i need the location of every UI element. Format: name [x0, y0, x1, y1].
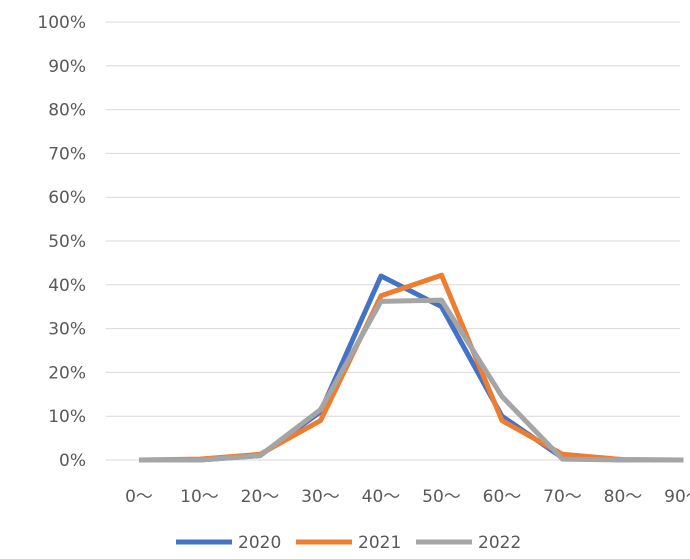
y-tick-label: 70% — [48, 144, 86, 164]
y-tick-label: 30% — [48, 320, 86, 340]
legend-label: 2020 — [238, 533, 281, 553]
x-tick-label: 10～ — [180, 487, 219, 507]
x-tick-label: 30～ — [301, 487, 340, 507]
legend-label: 2021 — [358, 533, 401, 553]
y-tick-label: 60% — [48, 188, 86, 208]
legend-label: 2022 — [478, 533, 521, 553]
gridlines — [106, 21, 680, 461]
legend-item-2020: 2020 — [176, 533, 281, 553]
series-lines — [138, 272, 684, 463]
y-tick-label: 50% — [48, 232, 86, 252]
x-tick-label: 60～ — [483, 487, 522, 507]
x-tick-label: 70～ — [543, 487, 582, 507]
legend: 2020 2021 2022 — [176, 533, 521, 553]
x-axis-tick-labels: 0～ 10～ 20～ 30～ 40～ 50～ 60～ 70～ 80～ 90～ — [125, 487, 690, 507]
series-line-2020 — [139, 273, 684, 463]
y-tick-label: 10% — [48, 407, 86, 427]
y-tick-label: 100% — [37, 13, 86, 33]
x-tick-label: 40～ — [362, 487, 401, 507]
y-tick-label: 40% — [48, 276, 86, 296]
x-tick-label: 50～ — [422, 487, 461, 507]
legend-item-2022: 2022 — [416, 533, 521, 553]
y-tick-label: 0% — [59, 451, 86, 471]
y-tick-label: 80% — [48, 101, 86, 121]
x-tick-label: 90～ — [664, 487, 690, 507]
x-tick-label: 80～ — [604, 487, 643, 507]
y-tick-label: 20% — [48, 363, 86, 383]
x-tick-label: 20～ — [241, 487, 280, 507]
y-tick-label: 90% — [48, 57, 86, 77]
series-line-2022 — [139, 297, 684, 463]
legend-item-2021: 2021 — [296, 533, 401, 553]
y-axis-tick-labels: 0% 10% 20% 30% 40% 50% 60% 70% 80% 90% 100% — [37, 13, 86, 471]
x-tick-label: 0～ — [125, 487, 153, 507]
